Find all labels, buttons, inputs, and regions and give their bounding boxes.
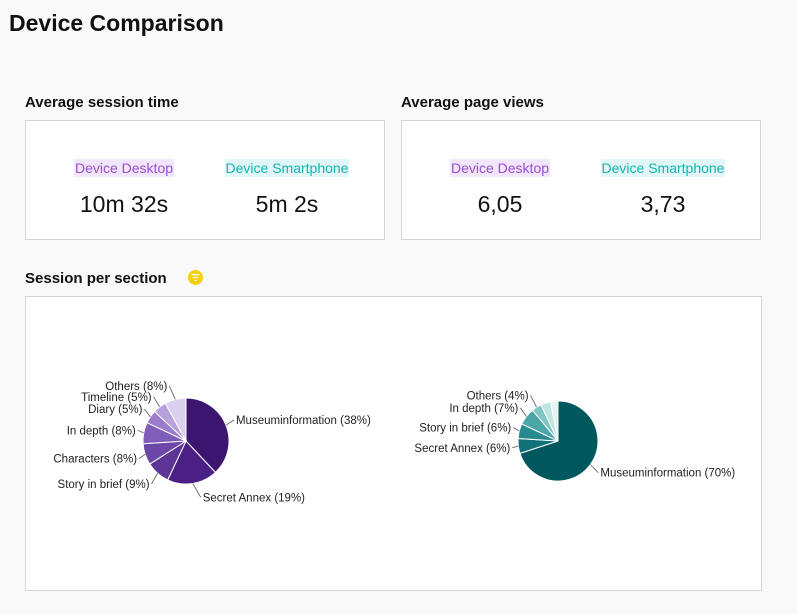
pie-label: In depth (7%) <box>449 403 518 415</box>
pie-label: Timeline (5%) <box>81 392 152 404</box>
pie-label: In depth (8%) <box>67 425 136 437</box>
pie-label: Museuminformation (38%) <box>236 415 371 427</box>
session-time-title: Average session time <box>25 94 179 111</box>
pie-label-line <box>151 473 158 484</box>
pie-label-line <box>144 408 151 418</box>
pie-smartphone <box>517 400 599 482</box>
pie-label-line <box>520 407 527 417</box>
pie-label-line <box>138 453 146 459</box>
pie-label: Others (4%) <box>467 390 529 402</box>
page-views-desktop: Device Desktop 6,05 <box>420 159 580 218</box>
pie-label: Story in brief (9%) <box>58 479 150 491</box>
session-time-desktop: Device Desktop 10m 32s <box>44 159 204 218</box>
pie-slice[interactable] <box>185 397 230 474</box>
page-views-title: Average page views <box>401 94 544 111</box>
pie-label-line <box>512 445 519 449</box>
desktop-value: 10m 32s <box>79 191 169 217</box>
pie-label-line <box>513 427 520 432</box>
pie-label: Secret Annex (6%) <box>414 443 510 455</box>
pie-slice[interactable] <box>549 400 559 442</box>
desktop-label: Device Desktop <box>73 159 175 177</box>
pie-label: Museuminformation (70%) <box>600 468 735 480</box>
smartphone-label: Device Smartphone <box>600 159 726 177</box>
pie-label-line <box>530 395 537 408</box>
session-time-card: Device Desktop 10m 32s Device Smartphone… <box>25 120 385 240</box>
pie-slice[interactable] <box>164 397 187 442</box>
pie-label-line <box>192 483 202 498</box>
page-title: Device Comparison <box>9 10 224 36</box>
session-per-section-title: Session per section <box>25 270 167 287</box>
pie-label-line <box>225 419 235 426</box>
smartphone-label: Device Smartphone <box>224 159 350 177</box>
session-per-section-card: Museuminformation (38%) Secret Annex (19%… <box>25 296 762 591</box>
desktop-label: Device Desktop <box>449 159 551 177</box>
pie-label-line <box>168 385 176 400</box>
pie-label: Others (8%) <box>105 381 167 393</box>
smartphone-value: 5m 2s <box>255 191 319 217</box>
pie-label: Secret Annex (19%) <box>203 492 305 504</box>
page-views-smartphone: Device Smartphone 3,73 <box>583 159 743 218</box>
session-time-smartphone: Device Smartphone 5m 2s <box>207 159 367 218</box>
pie-desktop <box>142 397 230 485</box>
pie-label-line <box>590 464 599 474</box>
page-views-card: Device Desktop 6,05 Device Smartphone 3,… <box>401 120 761 240</box>
pie-label-line <box>153 396 160 408</box>
smartphone-value: 3,73 <box>640 191 686 217</box>
desktop-value: 6,05 <box>477 191 523 217</box>
pie-charts: Museuminformation (38%) Secret Annex (19%… <box>53 381 735 505</box>
filter-icon[interactable] <box>188 270 203 285</box>
pie-label: Diary (5%) <box>88 404 142 416</box>
pie-label-line <box>137 429 144 434</box>
pie-label: Story in brief (6%) <box>419 423 511 435</box>
pie-label: Characters (8%) <box>53 454 137 466</box>
